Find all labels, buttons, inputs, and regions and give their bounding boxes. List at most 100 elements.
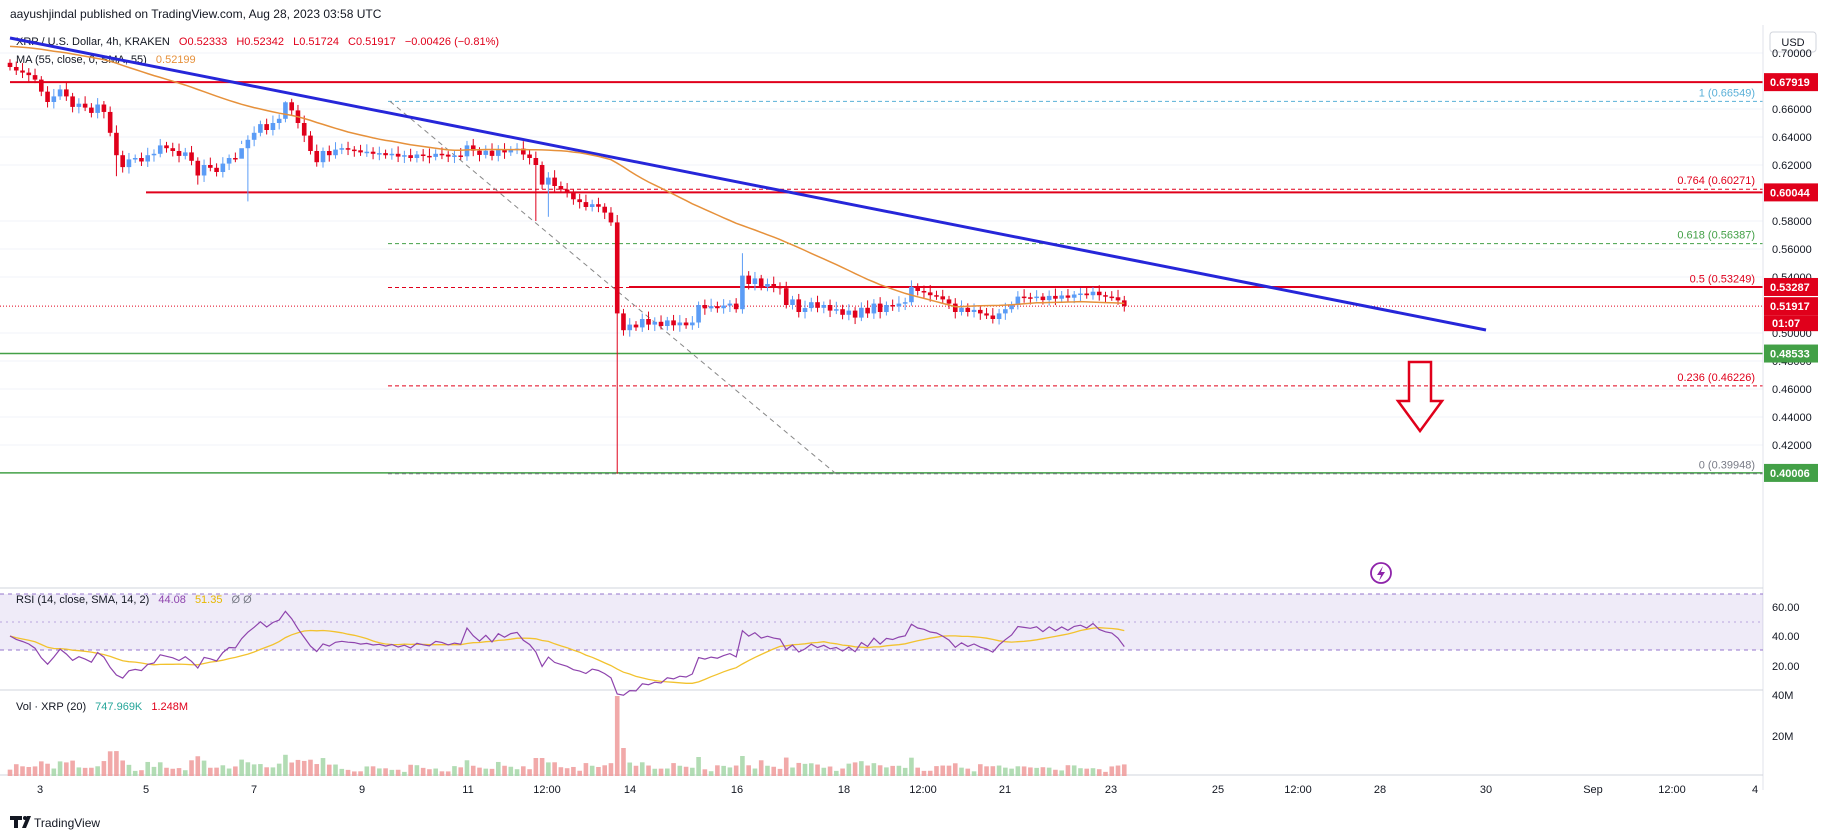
bearish-candle [733, 298, 739, 313]
bearish-candle [777, 282, 783, 295]
bullish-candle [834, 301, 839, 315]
bearish-candle [921, 285, 927, 298]
volume-bar-down [13, 764, 19, 776]
volume-bar-down [771, 766, 777, 776]
bullish-candle [627, 318, 633, 337]
bearish-candle [1096, 285, 1102, 301]
volume-bar-down [1103, 771, 1108, 776]
bullish-candle [283, 101, 288, 123]
volume-bar-up [871, 763, 877, 776]
volume-bar-down [865, 765, 870, 776]
volume-bar-down [139, 770, 144, 776]
volume-bar-down [70, 760, 75, 776]
volume-bar-down [583, 763, 589, 776]
volume-bar-up [959, 767, 964, 776]
price-tag [1764, 73, 1818, 92]
volume-bar-up [339, 768, 345, 776]
bearish-candle [370, 147, 376, 160]
volume-bar-up [971, 771, 977, 776]
volume-bar-down [189, 760, 194, 776]
volume-bar-down [746, 765, 751, 776]
bearish-candle [502, 143, 507, 159]
bearish-candle [621, 308, 626, 336]
bullish-candle [220, 157, 226, 178]
volume-bar-up [333, 764, 338, 776]
x-tick-label: 5 [143, 784, 149, 796]
volume-bar-down [326, 764, 332, 776]
volume-bar-down [439, 771, 445, 776]
bearish-candle [214, 163, 219, 177]
bullish-candle [239, 140, 244, 159]
bearish-candle [527, 150, 532, 165]
bearish-candle [345, 141, 351, 156]
bearish-candle [352, 146, 357, 157]
volume-bar-up [1046, 767, 1052, 776]
volume-bar-down [7, 769, 13, 776]
time-axis[interactable]: 3 5 7 9 11 12:00 14 16 18 12:00 21 23 25 12:00 28 30 Sep… [37, 784, 1758, 796]
svg-text:40.00: 40.00 [1772, 631, 1800, 643]
volume-bar-down [852, 762, 858, 776]
bearish-candle [1103, 291, 1108, 304]
bearish-candle [64, 82, 69, 101]
price-tag [1764, 297, 1818, 316]
volume-bar-up [1059, 770, 1064, 776]
fib-level-label: 0 (0.39948) [1699, 460, 1755, 472]
price-tags: 0.67919 0.60044 0.53287 0.51917 01:07 0.48533… [1764, 73, 1818, 482]
bearish-candle [952, 298, 958, 319]
volume-bar-up [1071, 765, 1077, 776]
bullish-candle [339, 143, 345, 155]
volume-bar-down [214, 767, 219, 776]
bearish-candle [796, 293, 802, 318]
bullish-candle [320, 147, 326, 168]
bearish-candle [840, 304, 845, 320]
volume-bar-up [364, 766, 370, 776]
volume-bar-down [633, 765, 639, 776]
bullish-candle [790, 295, 795, 310]
bearish-candle [1065, 289, 1071, 303]
bullish-candle [151, 149, 157, 162]
volume-bar-down [1096, 769, 1102, 776]
legend-symbol: XRP / U.S. Dollar, 4h, KRAKEN [16, 36, 170, 48]
currency-button[interactable]: USD [1769, 31, 1817, 53]
bullish-candle [157, 138, 163, 158]
bearish-candle [646, 311, 651, 331]
bullish-candle [884, 301, 889, 316]
bullish-candle [727, 300, 733, 312]
bearish-candle [195, 157, 201, 185]
bullish-candle [201, 159, 207, 182]
volume-bar-up [1078, 768, 1083, 776]
volume-bar-down [965, 768, 971, 776]
volume-bar-down [170, 768, 176, 776]
price-tag-value: 0.48533 [1770, 349, 1810, 361]
volume-bar-down [458, 767, 464, 776]
bearish-candle [984, 307, 989, 319]
price-axis[interactable]: 0.70000 0.66000 0.64000 0.62000 0.58000 0.560… [1772, 48, 1812, 452]
volume-bar-down [827, 766, 833, 776]
volume-bar-up [389, 769, 395, 776]
bearish-candle [633, 321, 639, 331]
bearish-candle [577, 193, 582, 209]
bearish-candle [189, 145, 194, 166]
bullish-candle [690, 316, 695, 330]
volume-bar-down [915, 767, 920, 776]
bullish-candle [76, 98, 82, 114]
flash-icon[interactable] [1370, 562, 1392, 584]
bearish-candle [683, 318, 689, 329]
fib-diagonal-line [389, 100, 837, 475]
volume-bar-down [208, 767, 213, 776]
volume-bar-down [408, 764, 413, 776]
bearish-candle [1109, 291, 1115, 301]
ma-legend-value: 0.52199 [156, 54, 196, 66]
volume-bar-down [1115, 765, 1121, 776]
volume-bar-up [902, 767, 908, 776]
x-tick-label: Sep [1583, 784, 1603, 796]
rsi-line [9, 610, 1125, 696]
bullish-candle [1078, 288, 1083, 301]
volume-bar-up [126, 764, 132, 776]
volume-bar-down [420, 767, 426, 776]
volume-bar-up [665, 768, 670, 776]
volume-bar-up [696, 757, 701, 776]
bearish-candle [107, 106, 113, 137]
bullish-candle [51, 88, 57, 109]
